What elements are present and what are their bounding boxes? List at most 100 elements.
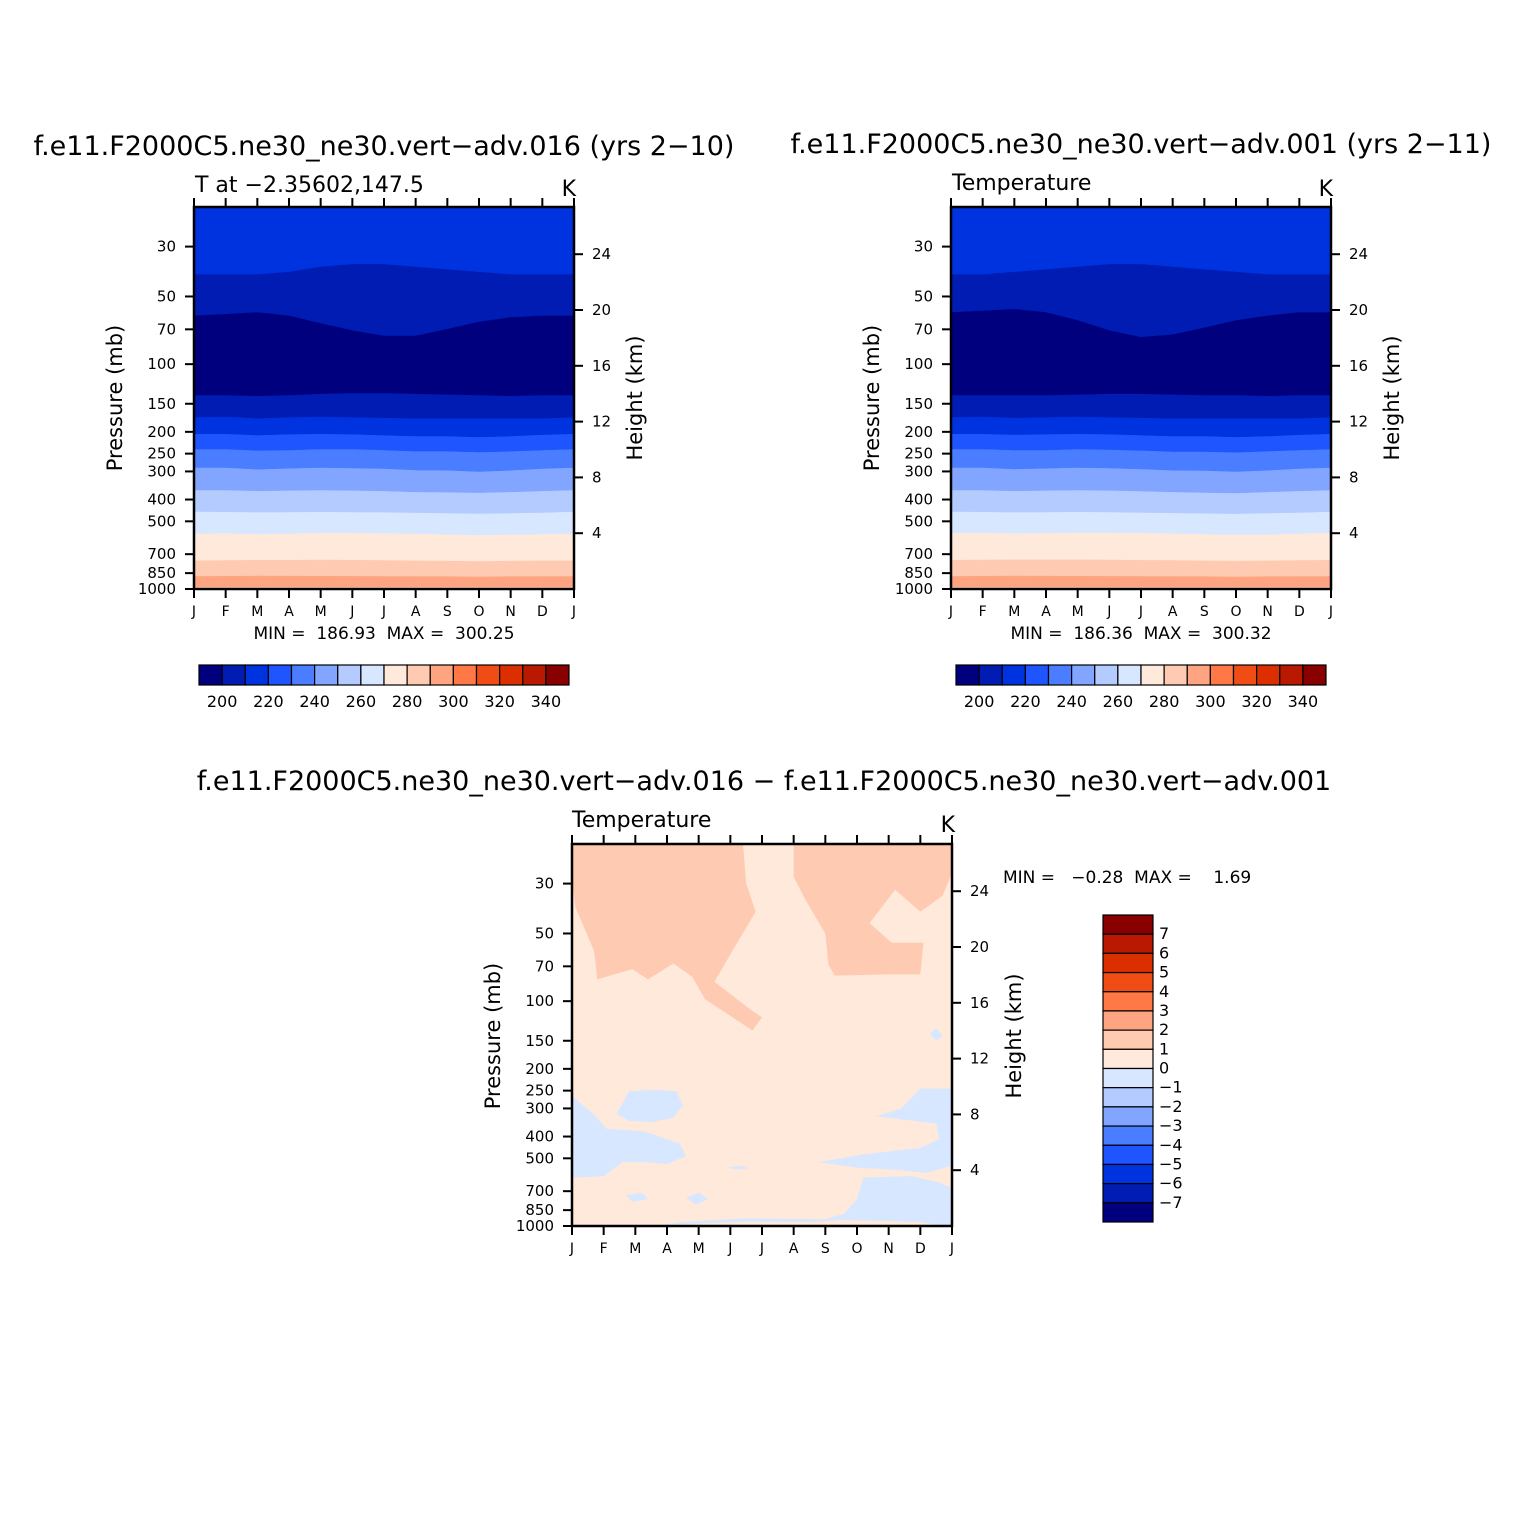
height-tick-label: 24 <box>1349 245 1368 263</box>
contour-region <box>572 844 762 1031</box>
y-tick-label: 100 <box>904 355 933 373</box>
colorbar-box <box>1102 1067 1154 1089</box>
contour-band <box>193 449 575 473</box>
colorbar-box <box>522 664 547 686</box>
x-tick-label: F <box>979 604 987 620</box>
colorbar-box <box>383 664 408 686</box>
contour-region <box>667 1220 937 1225</box>
colorbar-label: 240 <box>299 692 330 711</box>
panel-2-plot <box>950 206 1332 590</box>
colorbar-box <box>1279 664 1304 686</box>
contour-band <box>950 511 1332 536</box>
x-tick-label: M <box>1008 604 1020 620</box>
x-tick-label: N <box>1262 604 1272 620</box>
height-tick-label: 24 <box>970 882 989 900</box>
colorbar-box <box>429 664 454 686</box>
contour-region <box>793 844 952 976</box>
panel-2-subtitle: Temperature <box>951 171 1091 196</box>
colorbar-label: 7 <box>1159 924 1169 943</box>
y-tick-label: 850 <box>147 564 176 582</box>
panel-2-ylabel: Pressure (mb) <box>860 325 884 472</box>
height-tick-label: 12 <box>592 413 611 431</box>
colorbar-box <box>499 664 524 686</box>
colorbar-box <box>337 664 362 686</box>
panel-3-units: K <box>941 813 956 838</box>
colorbar-box <box>1163 664 1188 686</box>
colorbar-box <box>1102 1202 1154 1223</box>
x-tick-label: D <box>537 604 548 620</box>
contour-band <box>193 533 575 562</box>
colorbar-label: 4 <box>1159 982 1169 1001</box>
contour-band <box>950 449 1332 473</box>
y-tick-label: 50 <box>157 287 176 305</box>
x-tick-label: J <box>727 1241 732 1257</box>
x-tick-label: M <box>251 604 263 620</box>
height-tick-label: 8 <box>1349 468 1359 486</box>
y-tick-label: 200 <box>904 423 933 441</box>
colorbar-box <box>267 664 293 686</box>
panel-3-ylabel: Pressure (mb) <box>481 963 505 1110</box>
contour-band <box>950 490 1332 515</box>
x-tick-label: J <box>571 604 576 620</box>
colorbar-box <box>955 664 980 686</box>
x-tick-label: J <box>949 1241 954 1257</box>
height-tick-label: 4 <box>1349 524 1359 542</box>
x-tick-label: S <box>821 1241 830 1257</box>
y-tick-label: 50 <box>914 287 933 305</box>
panel-1-units: K <box>562 177 577 202</box>
x-tick-label: A <box>411 604 421 620</box>
colorbar-box <box>1302 664 1327 686</box>
x-tick-label: J <box>1328 604 1333 620</box>
height-tick-label: 20 <box>1349 301 1368 319</box>
colorbar-label: 6 <box>1159 943 1169 962</box>
colorbar-box <box>1094 664 1119 686</box>
y-tick-label: 300 <box>147 462 176 480</box>
panel-3-plot <box>572 844 952 1226</box>
colorbar-box <box>221 664 246 686</box>
height-tick-label: 16 <box>970 994 989 1012</box>
y-tick-label: 200 <box>147 423 176 441</box>
colorbar-box <box>1209 664 1235 686</box>
contour-region <box>869 889 921 930</box>
y-tick-label: 400 <box>147 491 176 509</box>
y-tick-label: 70 <box>535 957 554 975</box>
colorbar-box <box>1102 1106 1154 1127</box>
colorbar-box <box>1256 664 1281 686</box>
y-tick-label: 700 <box>147 545 176 563</box>
contour-band <box>193 467 575 494</box>
colorbar-box <box>1047 664 1073 686</box>
x-tick-label: O <box>1230 604 1241 620</box>
x-tick-label: J <box>191 604 196 620</box>
contour-band <box>193 575 575 588</box>
panel-1-title: f.e11.F2000C5.ne30_ne30.vert−adv.016 (yr… <box>34 131 735 162</box>
colorbar-label: 260 <box>1103 692 1134 711</box>
x-tick-label: J <box>759 1241 764 1257</box>
colorbar-box <box>1001 664 1026 686</box>
colorbar-label: 340 <box>531 692 562 711</box>
colorbar-box <box>1102 1125 1154 1146</box>
colorbar-box <box>244 664 269 686</box>
colorbar-label: −3 <box>1159 1116 1183 1135</box>
y-tick-label: 70 <box>157 320 176 338</box>
y-tick-label: 1000 <box>895 580 933 598</box>
panel-2-units: K <box>1319 177 1334 202</box>
contour-band <box>950 532 1332 562</box>
panel-2-stats: MIN = 186.36 MAX = 300.32 <box>1010 624 1271 644</box>
panel-1-subtitle: T at −2.35602,147.5 <box>194 173 424 198</box>
contour-band <box>193 559 575 578</box>
colorbar-box <box>360 664 385 686</box>
panel-3: f.e11.F2000C5.ne30_ne30.vert−adv.016 − f… <box>197 766 1332 1257</box>
height-tick-label: 8 <box>970 1105 980 1123</box>
contour-band <box>950 559 1332 578</box>
x-tick-label: F <box>600 1241 608 1257</box>
x-tick-label: D <box>1294 604 1305 620</box>
y-tick-label: 30 <box>535 875 554 893</box>
contour-region <box>727 1165 750 1170</box>
x-tick-label: A <box>284 604 294 620</box>
y-tick-label: 30 <box>157 238 176 256</box>
colorbar-label: 240 <box>1056 692 1087 711</box>
x-tick-label: F <box>222 604 230 620</box>
